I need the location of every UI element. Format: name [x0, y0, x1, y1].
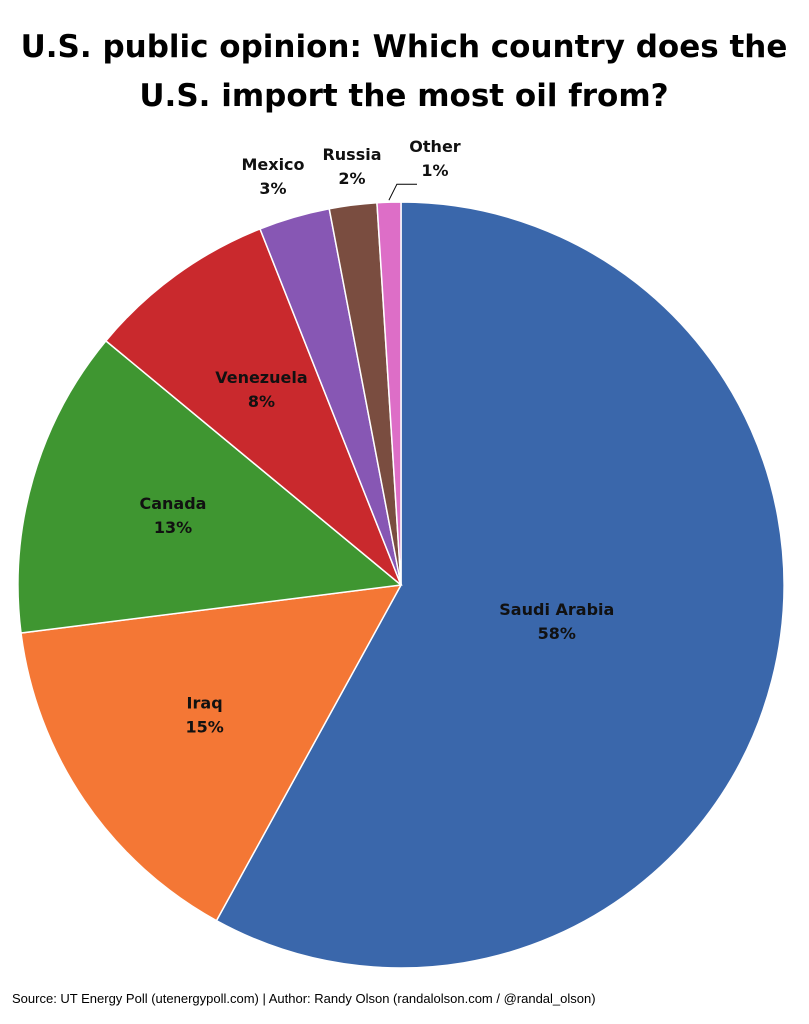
pie-slice — [17, 339, 403, 634]
slice-label: Mexico — [241, 155, 304, 174]
pie-slice — [215, 201, 785, 969]
slice-value-label: 1% — [421, 161, 448, 180]
pie-slice — [20, 584, 403, 922]
slice-label: Venezuela — [215, 368, 307, 387]
slice-label: Other — [409, 137, 460, 156]
source-note: Source: UT Energy Poll (utenergypoll.com… — [12, 991, 596, 1006]
slice-value-label: 13% — [154, 518, 192, 537]
slice-label: Russia — [322, 145, 381, 164]
slice-value-label: 58% — [538, 624, 576, 643]
chart-title: U.S. public opinion: Which country does … — [21, 29, 788, 65]
slice-value-label: 8% — [248, 392, 275, 411]
slice-value-label: 3% — [259, 179, 286, 198]
slice-value-label: 2% — [338, 169, 365, 188]
pie-slice — [376, 201, 402, 586]
slice-value-label: 15% — [185, 717, 223, 736]
slice-label: Iraq — [187, 693, 223, 712]
slice-label: Saudi Arabia — [499, 600, 614, 619]
slice-label: Canada — [139, 494, 206, 513]
pie-slice — [104, 227, 402, 586]
leader-line — [388, 183, 417, 201]
chart-title: U.S. import the most oil from? — [139, 78, 668, 114]
